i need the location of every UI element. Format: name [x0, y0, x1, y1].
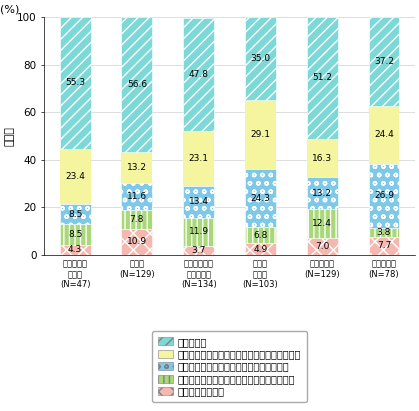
- Text: 13.2: 13.2: [312, 189, 332, 198]
- Text: 4.3: 4.3: [68, 245, 82, 254]
- Text: 13.4: 13.4: [189, 197, 209, 206]
- Bar: [245, 169, 276, 227]
- Bar: [183, 218, 214, 246]
- Bar: [368, 17, 399, 106]
- Bar: [122, 152, 153, 183]
- Bar: [245, 100, 276, 169]
- Bar: [307, 238, 338, 255]
- Text: 4.9: 4.9: [253, 245, 267, 254]
- Bar: [368, 164, 399, 228]
- Bar: [122, 17, 153, 152]
- Bar: [59, 204, 91, 224]
- Bar: [307, 178, 338, 209]
- Text: 56.6: 56.6: [127, 80, 147, 89]
- Bar: [307, 139, 338, 178]
- Bar: [183, 246, 214, 255]
- Text: 12.4: 12.4: [312, 219, 332, 228]
- Bar: [59, 149, 91, 204]
- Text: (%): (%): [0, 5, 19, 15]
- Text: 13.2: 13.2: [127, 163, 147, 172]
- Text: 8.5: 8.5: [68, 230, 82, 239]
- Text: 23.4: 23.4: [65, 172, 85, 181]
- Bar: [183, 18, 214, 131]
- Text: 37.2: 37.2: [374, 57, 394, 66]
- Text: 47.8: 47.8: [189, 70, 209, 79]
- Text: 24.3: 24.3: [251, 194, 270, 203]
- Bar: [122, 183, 153, 210]
- Bar: [183, 186, 214, 218]
- Text: 29.1: 29.1: [251, 130, 270, 139]
- Text: 23.1: 23.1: [189, 154, 209, 163]
- Text: 3.7: 3.7: [191, 246, 206, 255]
- Bar: [245, 17, 276, 100]
- Bar: [183, 131, 214, 186]
- Bar: [368, 237, 399, 255]
- Bar: [245, 243, 276, 255]
- Text: 16.3: 16.3: [312, 154, 332, 162]
- Text: 7.7: 7.7: [377, 241, 391, 250]
- Text: 10.9: 10.9: [127, 238, 147, 246]
- Bar: [368, 228, 399, 237]
- Text: 51.2: 51.2: [312, 74, 332, 82]
- Text: 11.9: 11.9: [189, 227, 209, 236]
- Text: 55.3: 55.3: [65, 79, 85, 88]
- Text: 6.8: 6.8: [253, 231, 268, 240]
- Text: 8.5: 8.5: [68, 210, 82, 219]
- Text: 35.0: 35.0: [250, 54, 271, 63]
- Text: 26.9: 26.9: [374, 191, 394, 200]
- Bar: [59, 245, 91, 255]
- Bar: [368, 106, 399, 164]
- Bar: [59, 17, 91, 149]
- Bar: [307, 17, 338, 139]
- Legend: 分からない, 特に関心はないし、今後の導入も考えていない, 実施予定はないが、今後実施を検討したい, 実施していないが、今後実施する予定である, 既に実施してい: 分からない, 特に関心はないし、今後の導入も考えていない, 実施予定はないが、今…: [152, 331, 307, 402]
- Y-axis label: 割略回: 割略回: [4, 126, 14, 146]
- Bar: [307, 209, 338, 238]
- Text: 7.8: 7.8: [129, 215, 144, 224]
- Text: 24.4: 24.4: [374, 130, 394, 139]
- Text: 3.8: 3.8: [377, 228, 391, 236]
- Bar: [122, 229, 153, 255]
- Bar: [245, 227, 276, 243]
- Text: 7.0: 7.0: [315, 242, 329, 251]
- Bar: [59, 224, 91, 245]
- Text: 11.6: 11.6: [127, 192, 147, 201]
- Bar: [122, 210, 153, 229]
